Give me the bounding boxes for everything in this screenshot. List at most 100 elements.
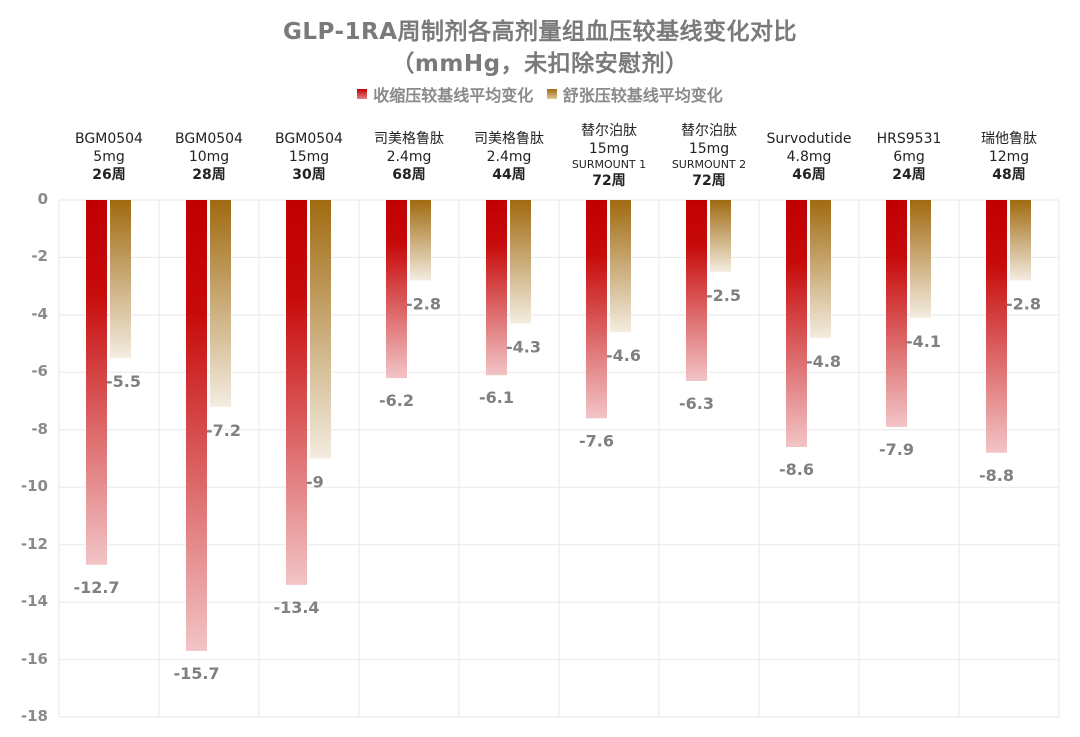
category-dose: 15mg (588, 141, 630, 157)
category-dose: 6mg (893, 149, 925, 165)
category-label: BGM0504 15mg 30周 (259, 130, 359, 184)
category-dose: 5mg (93, 149, 125, 165)
legend-label-diastolic: 舒张压较基线平均变化 (562, 86, 723, 105)
value-label-diastolic: -2.5 (706, 286, 741, 305)
bar-diastolic (310, 200, 331, 459)
category-dose: 2.4mg (386, 149, 432, 165)
value-label-diastolic: -7.2 (206, 421, 241, 440)
y-tick-label: -4 (31, 304, 48, 323)
category-dose: 15mg (288, 149, 330, 165)
category-weeks: 72周 (692, 173, 726, 189)
bar-systolic (886, 200, 907, 427)
category-label: BGM0504 10mg 28周 (159, 130, 259, 184)
value-label-diastolic: -4.8 (806, 352, 841, 371)
category-weeks: 30周 (292, 167, 326, 183)
value-label-diastolic: -2.8 (1006, 294, 1041, 313)
y-tick-label: -12 (20, 534, 48, 553)
category-dose: 12mg (988, 149, 1030, 165)
value-label-systolic: -8.6 (779, 460, 814, 479)
category-label: 替尔泊肽 15mg SURMOUNT 2 72周 (659, 122, 759, 190)
category-label: Survodutide 4.8mg 46周 (759, 130, 859, 184)
y-tick-label: -16 (20, 649, 48, 668)
bar-diastolic (110, 200, 131, 358)
bar-diastolic (810, 200, 831, 338)
bar-systolic (586, 200, 607, 419)
y-tick-label: -6 (31, 362, 48, 381)
category-weeks: 46周 (792, 167, 826, 183)
category-label: 司美格鲁肽 2.4mg 68周 (359, 130, 459, 184)
category-drug: BGM0504 (75, 131, 143, 147)
category-weeks: 48周 (992, 167, 1026, 183)
category-drug: 替尔泊肽 (581, 123, 637, 139)
value-label-diastolic: -9 (306, 473, 324, 492)
legend: 收缩压较基线平均变化 舒张压较基线平均变化 (0, 82, 1080, 106)
value-label-systolic: -7.9 (879, 440, 914, 459)
value-label-systolic: -6.2 (379, 391, 414, 410)
category-drug: 替尔泊肽 (681, 123, 737, 139)
bar-diastolic (1010, 200, 1031, 281)
category-weeks: 28周 (192, 167, 226, 183)
category-dose: 15mg (688, 141, 730, 157)
y-tick-label: -2 (31, 247, 48, 266)
category-label: HRS9531 6mg 24周 (859, 130, 959, 184)
value-label-diastolic: -2.8 (406, 294, 441, 313)
y-tick-label: -8 (31, 419, 48, 438)
category-dose: 10mg (188, 149, 230, 165)
bar-diastolic (210, 200, 231, 407)
y-tick-label: -18 (20, 707, 48, 725)
bar-systolic (86, 200, 107, 565)
y-tick-label: 0 (37, 190, 48, 208)
bar-diastolic (510, 200, 531, 324)
value-label-systolic: -8.8 (979, 466, 1014, 485)
category-dose: 4.8mg (786, 149, 832, 165)
category-trial: SURMOUNT 1 (571, 158, 647, 171)
y-tick-label: -14 (20, 592, 48, 611)
category-trial: SURMOUNT 2 (671, 158, 747, 171)
bar-systolic (786, 200, 807, 448)
legend-label-systolic: 收缩压较基线平均变化 (373, 86, 534, 105)
category-drug: 瑞他鲁肽 (981, 131, 1037, 147)
category-drug: BGM0504 (275, 131, 343, 147)
bar-systolic (286, 200, 307, 585)
category-weeks: 44周 (492, 167, 526, 183)
value-label-diastolic: -4.6 (606, 346, 641, 365)
category-weeks: 72周 (592, 173, 626, 189)
category-label: 瑞他鲁肽 12mg 48周 (959, 130, 1059, 184)
category-weeks: 68周 (392, 167, 426, 183)
category-label: 替尔泊肽 15mg SURMOUNT 1 72周 (559, 122, 659, 190)
category-label: 司美格鲁肽 2.4mg 44周 (459, 130, 559, 184)
category-weeks: 24周 (892, 167, 926, 183)
bar-systolic (186, 200, 207, 651)
value-label-diastolic: -4.3 (506, 338, 541, 357)
category-dose: 2.4mg (486, 149, 532, 165)
bar-diastolic (710, 200, 731, 272)
bar-systolic (686, 200, 707, 381)
category-drug: 司美格鲁肽 (474, 131, 544, 147)
bar-diastolic (610, 200, 631, 333)
value-label-diastolic: -4.1 (906, 332, 941, 351)
legend-item-systolic: 收缩压较基线平均变化 (357, 82, 533, 106)
gridlines (58, 199, 1060, 718)
bar-systolic (986, 200, 1007, 453)
category-drug: 司美格鲁肽 (374, 131, 444, 147)
chart-title: GLP-1RA周制剂各高剂量组血压较基线变化对比 (282, 19, 798, 45)
value-label-systolic: -7.6 (579, 431, 614, 450)
category-weeks: 26周 (92, 167, 126, 183)
chart-subtitle: （mmHg，未扣除安慰剂） (391, 51, 689, 77)
bar-systolic (486, 200, 507, 376)
legend-swatch-diastolic (546, 89, 557, 99)
value-label-systolic: -12.7 (73, 578, 119, 597)
category-drug: HRS9531 (876, 131, 942, 147)
value-label-systolic: -6.1 (479, 388, 514, 407)
value-label-systolic: -13.4 (273, 598, 319, 617)
legend-swatch-systolic (357, 89, 368, 99)
category-label: BGM0504 5mg 26周 (59, 130, 159, 184)
bar-diastolic (410, 200, 431, 281)
bar-systolic (386, 200, 407, 379)
bar-diastolic (910, 200, 931, 318)
legend-item-diastolic: 舒张压较基线平均变化 (546, 82, 723, 106)
value-label-diastolic: -5.5 (106, 372, 141, 391)
value-label-systolic: -6.3 (679, 394, 714, 413)
value-label-systolic: -15.7 (173, 664, 219, 683)
